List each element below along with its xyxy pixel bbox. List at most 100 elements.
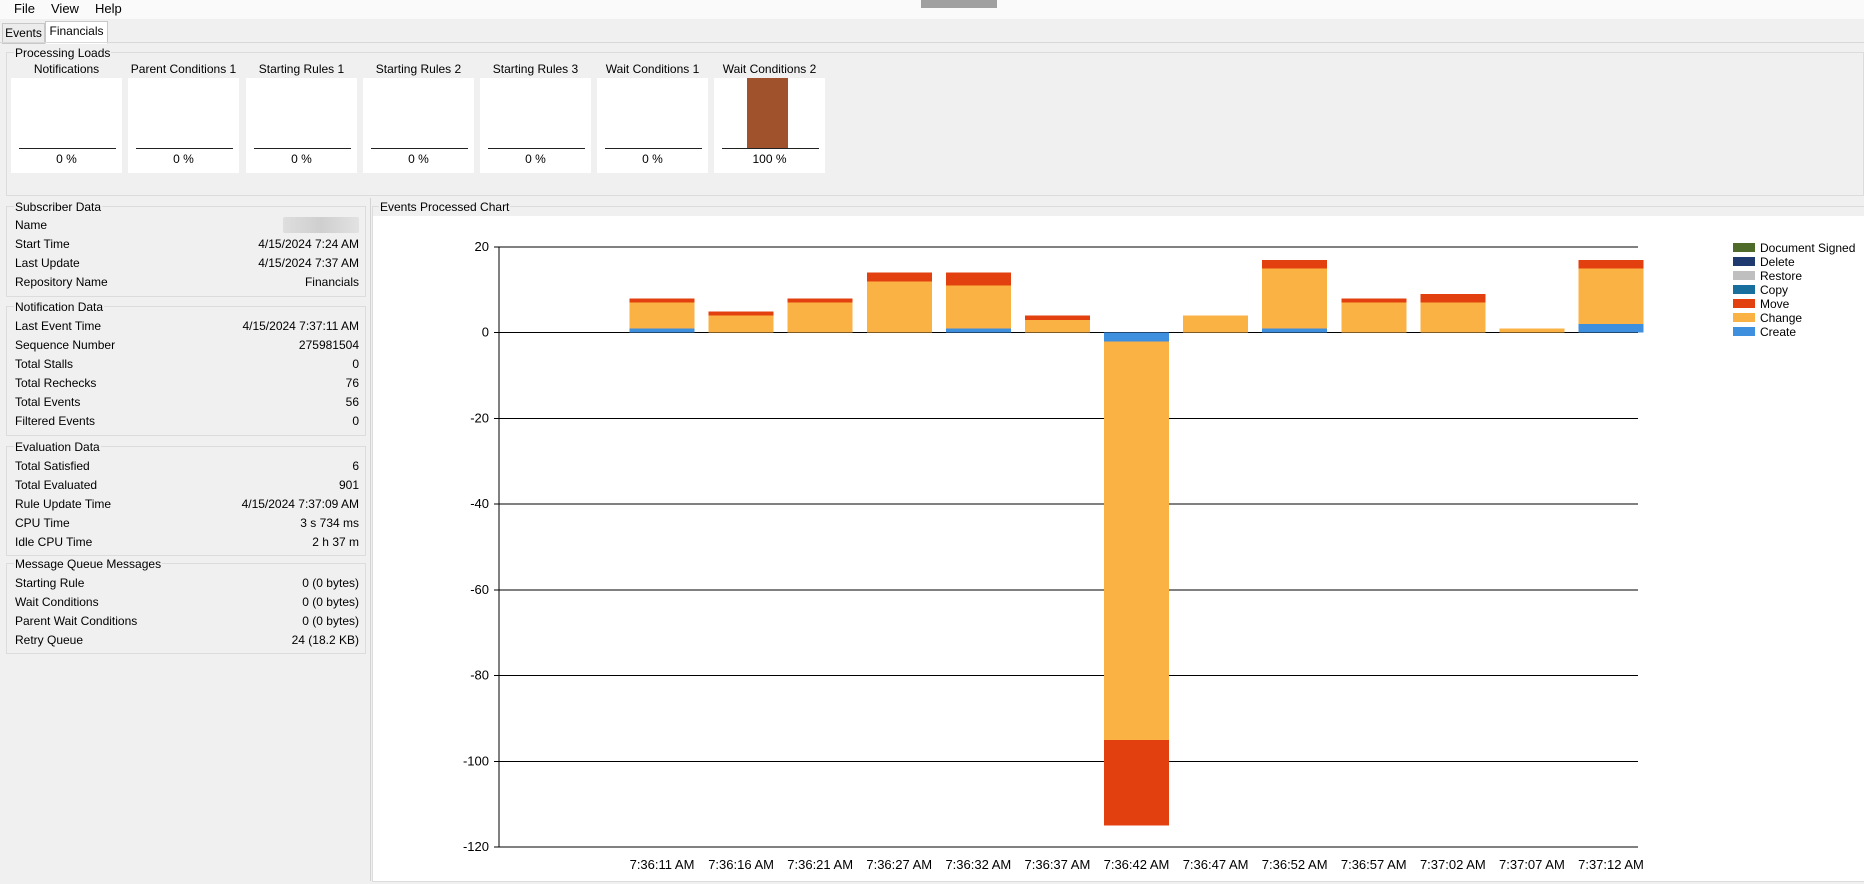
total-events-label: Total Events (15, 395, 81, 409)
name-row: Name (15, 217, 359, 237)
total-events-value: 56 (345, 395, 359, 409)
gauge-caption-wait-conditions-1: Wait Conditions 1 (605, 62, 700, 76)
total-satisfied-row: Total Satisfied 6 (15, 459, 359, 478)
tab-strip: Events Financials (0, 20, 1864, 44)
bar-change-11 (1499, 328, 1565, 333)
y-tick-label: -60 (470, 582, 489, 597)
last-event-time-row: Last Event Time 4/15/2024 7:37:11 AM (15, 319, 359, 338)
bar-change-9 (1341, 302, 1407, 333)
y-tick-label: -20 (470, 410, 489, 425)
repository-name-label: Repository Name (15, 275, 108, 289)
gauge-caption-wait-conditions-2: Wait Conditions 2 (722, 62, 817, 76)
queue-title: Message Queue Messages (14, 557, 163, 571)
y-tick-label: -80 (470, 668, 489, 683)
legend-label: Document Signed (1760, 241, 1856, 255)
gauge-percent-starting-rules-1: 0 % (291, 152, 312, 166)
gauge-caption-notifications: Notifications (33, 62, 100, 76)
parent-wait-conditions-value: 0 (0 bytes) (302, 614, 359, 628)
total-rechecks-value: 76 (345, 376, 359, 390)
x-tick-label: 7:36:21 AM (787, 857, 853, 872)
sequence-number-row: Sequence Number 275981504 (15, 338, 359, 357)
idle-cpu-time-label: Idle CPU Time (15, 535, 93, 549)
start-time-label: Start Time (15, 237, 70, 251)
gauge-wait-conditions-1: 0 % (597, 78, 708, 173)
total-events-row: Total Events 56 (15, 395, 359, 414)
parent-wait-conditions-label: Parent Wait Conditions (15, 614, 138, 628)
queue-frame (6, 563, 366, 654)
subscriber-title: Subscriber Data (14, 200, 103, 214)
scroll-handle[interactable] (921, 0, 997, 8)
gauge-axis (722, 148, 819, 149)
gauge-percent-notifications: 0 % (56, 152, 77, 166)
menu-file[interactable]: File (14, 1, 35, 16)
total-evaluated-label: Total Evaluated (15, 478, 98, 492)
wait-conditions-label: Wait Conditions (15, 595, 99, 609)
filtered-events-label: Filtered Events (15, 414, 96, 428)
gauge-wait-conditions-2: 100 % (714, 78, 825, 173)
queue-panel: Message Queue Messages Starting Rule 0 (… (4, 557, 366, 654)
bar-change-6 (1104, 341, 1169, 740)
rule-update-time-label: Rule Update Time (15, 497, 112, 511)
total-stalls-row: Total Stalls 0 (15, 357, 359, 376)
notification-panel: Notification Data Last Event Time 4/15/2… (4, 300, 366, 436)
menu-help[interactable]: Help (95, 1, 122, 16)
gauge-caption-starting-rules-2: Starting Rules 2 (375, 62, 462, 76)
bar-move-1 (708, 311, 774, 316)
bar-move-2 (787, 298, 853, 303)
repository-name-value: Financials (304, 275, 359, 289)
x-tick-label: 7:37:12 AM (1578, 857, 1644, 872)
name-label: Name (15, 218, 48, 232)
total-stalls-label: Total Stalls (15, 357, 74, 371)
gauge-caption-starting-rules-1: Starting Rules 1 (258, 62, 345, 76)
gauge-percent-wait-conditions-2: 100 % (752, 152, 787, 166)
legend-swatch (1733, 327, 1755, 336)
notification-frame (6, 306, 366, 436)
x-tick-label: 7:36:57 AM (1341, 857, 1407, 872)
legend-label: Copy (1760, 283, 1789, 297)
total-evaluated-row: Total Evaluated 901 (15, 478, 359, 497)
tab-events[interactable]: Events (2, 23, 45, 44)
bar-move-5 (1024, 315, 1090, 320)
last-update-row: Last Update 4/15/2024 7:37 AM (15, 256, 359, 275)
bar-change-5 (1024, 319, 1090, 333)
legend-swatch (1733, 243, 1755, 252)
name-value-redacted (283, 217, 359, 233)
bar-change-8 (1262, 268, 1328, 329)
gauge-notifications: 0 % (11, 78, 122, 173)
tab-financials[interactable]: Financials (45, 21, 108, 44)
rule-update-time-row: Rule Update Time 4/15/2024 7:37:09 AM (15, 497, 359, 516)
x-tick-label: 7:36:27 AM (866, 857, 932, 872)
idle-cpu-time-value: 2 h 37 m (312, 535, 359, 549)
bar-change-1 (708, 315, 774, 333)
gauge-percent-wait-conditions-1: 0 % (642, 152, 663, 166)
bar-change-12 (1578, 268, 1644, 325)
bar-change-7 (1183, 315, 1249, 333)
retry-queue-value: 24 (18.2 KB) (291, 633, 359, 647)
gauge-fill-wait-conditions-2 (747, 78, 788, 149)
legend-swatch (1733, 299, 1755, 308)
menu-bar: File View Help (0, 0, 1864, 19)
bar-move-9 (1341, 298, 1407, 303)
gauge-axis (19, 148, 116, 149)
x-tick-label: 7:36:52 AM (1262, 857, 1328, 872)
y-tick-label: -40 (470, 496, 489, 511)
total-satisfied-label: Total Satisfied (15, 459, 90, 473)
start-time-value: 4/15/2024 7:24 AM (258, 237, 359, 251)
bar-move-12 (1578, 259, 1644, 269)
splitter[interactable] (370, 198, 371, 881)
gauge-starting-rules-2: 0 % (363, 78, 474, 173)
last-update-value: 4/15/2024 7:37 AM (258, 256, 359, 270)
legend-label: Delete (1760, 255, 1795, 269)
x-tick-label: 7:36:32 AM (945, 857, 1011, 872)
bar-change-4 (945, 285, 1011, 329)
y-tick-label: 0 (482, 325, 489, 340)
gauge-axis (371, 148, 468, 149)
retry-queue-label: Retry Queue (15, 633, 84, 647)
gauge-parent-conditions-1: 0 % (128, 78, 239, 173)
x-tick-label: 7:36:42 AM (1104, 857, 1170, 872)
last-event-time-label: Last Event Time (15, 319, 102, 333)
menu-view[interactable]: View (51, 1, 79, 16)
bar-create-8 (1262, 328, 1328, 333)
gauge-percent-parent-conditions-1: 0 % (173, 152, 194, 166)
bar-change-10 (1420, 302, 1486, 333)
